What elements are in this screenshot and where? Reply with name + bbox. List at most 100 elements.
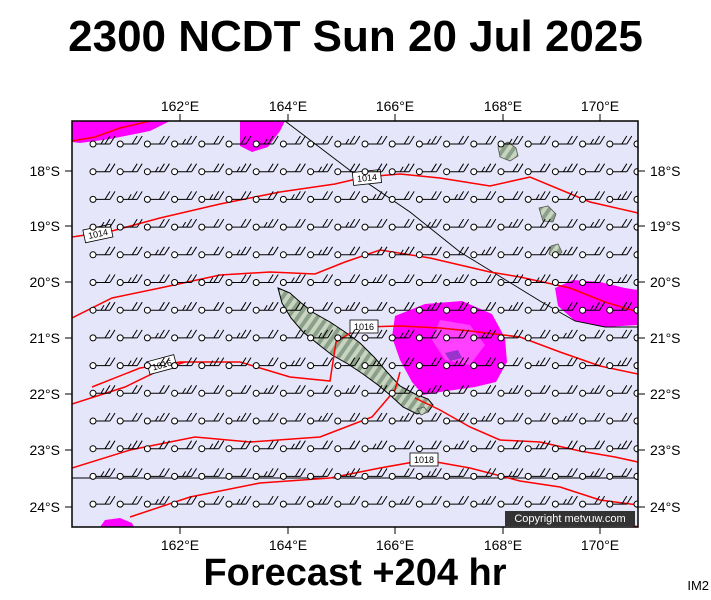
wind-barb: [334, 385, 361, 397]
wind-barb: [143, 218, 170, 231]
wind-barb: [551, 274, 578, 286]
wind-barb: [443, 357, 470, 370]
wind-barb: [89, 329, 116, 342]
wind-barb: [198, 440, 225, 453]
rain-area-north: [240, 121, 285, 152]
wind-barb: [116, 440, 143, 453]
wind-barb: [252, 191, 279, 203]
wind-barb: [307, 135, 334, 148]
wind-barb: [633, 500, 638, 508]
wind-barb: [551, 357, 578, 370]
wind-barb: [279, 135, 306, 148]
wind-barb: [579, 412, 606, 425]
wind-barb: [171, 440, 198, 453]
wind-barb: [443, 218, 470, 231]
wind-barb: [143, 329, 170, 342]
wind-barb: [470, 329, 497, 342]
wind-barb: [579, 135, 606, 148]
wind-barb: [198, 246, 225, 259]
lat-label: 18°S: [650, 163, 681, 179]
lat-label: 22°S: [650, 386, 681, 402]
wind-barb: [279, 385, 306, 397]
svg-text:1016: 1016: [354, 322, 374, 332]
wind-barb: [443, 495, 470, 508]
land-masses: [277, 141, 563, 416]
wind-barb: [307, 218, 334, 231]
wind-barb: [579, 191, 606, 203]
wind-barb: [89, 495, 116, 508]
wind-barb: [524, 274, 551, 286]
wind-barb: [443, 274, 470, 286]
wind-barb: [470, 468, 497, 480]
lat-label: 22°S: [29, 386, 60, 402]
wind-barb: [388, 412, 415, 425]
wind-barb: [252, 440, 279, 453]
island-pines: [416, 406, 429, 416]
wind-barb: [225, 163, 252, 176]
wind-barb: [497, 495, 524, 508]
wind-barb: [524, 163, 551, 176]
wind-barb: [606, 329, 633, 342]
wind-barb: [361, 163, 388, 176]
wind-barb: [497, 274, 524, 286]
wind-barb: [443, 412, 470, 425]
wind-barb: [415, 301, 442, 314]
wind-barb: [388, 440, 415, 453]
wind-barb: [116, 329, 143, 342]
wind-barb: [388, 218, 415, 231]
wind-barb: [633, 417, 638, 425]
rain-core: [445, 350, 462, 361]
wind-barb: [225, 218, 252, 231]
wind-barb: [252, 385, 279, 397]
wind-barb: [252, 135, 279, 148]
wind-barb: [524, 468, 551, 480]
wind-barb: [415, 218, 442, 231]
wind-barb: [361, 412, 388, 425]
svg-text:1018: 1018: [414, 455, 434, 465]
wind-barb: [198, 274, 225, 286]
wind-barb: [524, 357, 551, 370]
wind-barb: [171, 191, 198, 203]
wind-barb: [524, 246, 551, 259]
wind-barb: [579, 329, 606, 342]
wind-barb: [470, 274, 497, 286]
wind-barb: [307, 274, 334, 286]
forecast-label: Forecast +204 hr: [203, 552, 507, 594]
lat-label: 21°S: [29, 330, 60, 346]
wind-barb: [606, 412, 633, 425]
lat-label: 19°S: [29, 218, 60, 234]
new-caledonia-main-island: [277, 287, 434, 415]
isobar-label: 1016: [349, 319, 379, 334]
wind-barb: [551, 495, 578, 508]
wind-barb: [252, 468, 279, 480]
wind-barb: [334, 329, 361, 342]
wind-barb: [415, 135, 442, 148]
wind-barb: [524, 385, 551, 397]
wind-barb: [579, 163, 606, 176]
wind-barb: [252, 495, 279, 508]
wind-barb: [443, 191, 470, 203]
wind-barb: [606, 274, 633, 286]
wind-barb: [307, 163, 334, 176]
wind-barb: [633, 472, 638, 480]
wind-barb: [361, 385, 388, 397]
wind-barb: [279, 495, 306, 508]
wind-barb: [171, 274, 198, 286]
wind-barbs: [89, 135, 638, 508]
wind-barb: [470, 246, 497, 259]
wind-barb: [89, 191, 116, 203]
wind-barb: [443, 329, 470, 342]
isobar-1: [72, 121, 151, 142]
wind-barb: [524, 412, 551, 425]
wind-barb: [171, 163, 198, 176]
lat-label: 23°S: [29, 442, 60, 458]
lon-label: 164°E: [269, 537, 307, 553]
wind-barb: [443, 385, 470, 397]
wind-barb: [171, 412, 198, 425]
wind-barb: [171, 218, 198, 231]
wind-barb: [279, 412, 306, 425]
wind-barb: [579, 440, 606, 453]
wind-barb: [89, 163, 116, 176]
wind-barb: [606, 246, 633, 259]
map-frame: [71, 120, 639, 528]
